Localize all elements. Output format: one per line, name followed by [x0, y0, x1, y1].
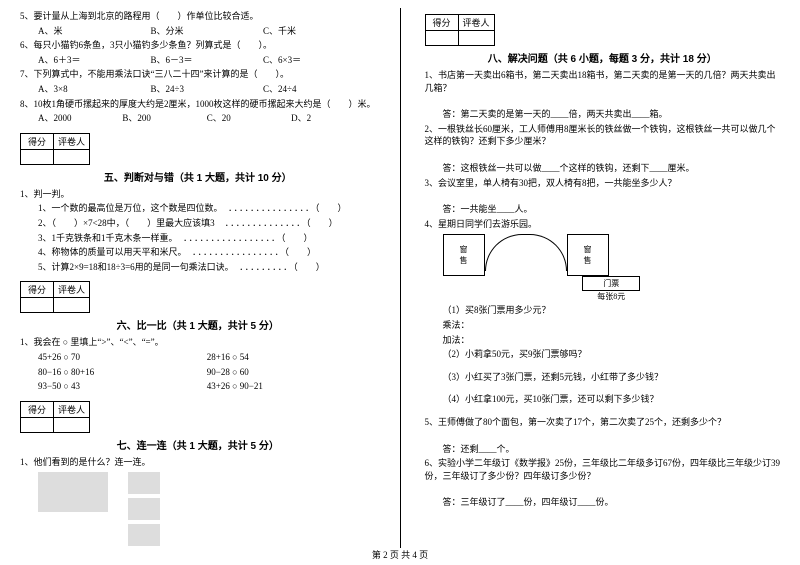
q5: 5、要计量从上海到北京的路程用（ ）作单位比较合适。 [20, 10, 376, 23]
q6c: C、6×3＝ [263, 54, 376, 67]
s5-3: 3、1千克铁条和1千克木条一样重。 ．．．．．．．．．．．．．．．．．（ ） [38, 232, 376, 245]
s6-2: 80−16 ○ 80+1690−28 ○ 60 [38, 366, 376, 379]
r-a3: 答：一共能坐____人。 [443, 203, 781, 216]
r-q4-1: （1）买8张门票用多少元？ [443, 304, 781, 317]
q5c: C、千米 [263, 25, 376, 38]
q8-opts: A、2000 B、200 C、20 D、2 [38, 112, 376, 125]
q5a: A、米 [38, 25, 151, 38]
q7a: A、3×8 [38, 83, 151, 96]
s5q1: 1、判一判。 [20, 188, 376, 201]
r-q4-1m: 乘法： [443, 319, 781, 332]
q5b: B、分米 [151, 25, 264, 38]
q6-opts: A、6＋3＝ B、6－3＝ C、6×3＝ [38, 54, 376, 67]
r-a1: 答：第二天卖的是第一天的____倍，两天共卖出____箱。 [443, 108, 781, 121]
q8a: A、2000 [38, 112, 122, 125]
match-images [38, 472, 376, 546]
r-q4-3: （3）小红买了3张门票，还剩5元钱，小红带了多少钱？ [443, 371, 781, 384]
q6a: A、6＋3＝ [38, 54, 151, 67]
view-image-1 [128, 472, 160, 494]
sec7-title: 七、连一连（共 1 大题，共计 5 分） [20, 437, 376, 452]
q7-opts: A、3×8 B、24÷3 C、24÷4 [38, 83, 376, 96]
q7c: C、24÷4 [263, 83, 376, 96]
column-divider [400, 8, 401, 548]
scorebox-6: 得分评卷人 [20, 281, 90, 313]
pillar-right: 窗 售 [567, 234, 609, 276]
r-q1: 1、书店第一天卖出6箱书，第二天卖出18箱书，第二天卖的是第一天的几倍？两天共卖… [425, 69, 781, 94]
q6: 6、每只小猫钓6条鱼，3只小猫钓多少条鱼？列算式是（ ）。 [20, 39, 376, 52]
scorebox-5: 得分评卷人 [20, 133, 90, 165]
q6b: B、6－3＝ [151, 54, 264, 67]
sec5-title: 五、判断对与错（共 1 大题，共计 10 分） [20, 169, 376, 184]
right-column: 得分评卷人 八、解决问题（共 6 小题，每题 3 分，共计 18 分） 1、书店… [425, 8, 781, 548]
gate-diagram: 窗 售 窗 售 门票 每张8元 [443, 234, 781, 302]
r-q2: 2、一根铁丝长60厘米，工人师傅用8厘米长的铁丝做一个铁钩，这根铁丝一共可以做几… [425, 123, 781, 148]
page-footer: 第 2 页 共 4 页 [0, 548, 800, 561]
sec6-title: 六、比一比（共 1 大题，共计 5 分） [20, 317, 376, 332]
scorebox-7: 得分评卷人 [20, 401, 90, 433]
s5-5: 5、计算2×9=18和18÷3=6用的是同一句乘法口诀。 ．．．．．．．．．（ … [38, 261, 376, 274]
view-image-3 [128, 524, 160, 546]
r-a5: 答：还剩____个。 [443, 443, 781, 456]
r-q4-2: （2）小莉拿50元，买9张门票够吗？ [443, 348, 781, 361]
r-q4-1p: 加法： [443, 334, 781, 347]
gate-price: 每张8元 [443, 291, 781, 302]
r-a2: 答：这根铁丝一共可以做____个这样的铁钩，还剩下____厘米。 [443, 162, 781, 175]
s6q1: 1、我会在 ○ 里填上“>”、“<”、“=”。 [20, 336, 376, 349]
arch-icon [485, 234, 567, 271]
r-q6: 6、实验小学二年级订《数学报》25份，三年级比二年级多订67份，四年级比三年级少… [425, 457, 781, 482]
s7q1: 1、他们看到的是什么？连一连。 [20, 456, 376, 469]
kids-image [38, 472, 108, 512]
left-column: 5、要计量从上海到北京的路程用（ ）作单位比较合适。 A、米 B、分米 C、千米… [20, 8, 376, 548]
q8b: B、200 [122, 112, 206, 125]
s6-1: 45+26 ○ 7028+16 ○ 54 [38, 351, 376, 364]
view-image-2 [128, 498, 160, 520]
r-q5: 5、王师傅做了80个面包，第一次卖了17个，第二次卖了25个，还剩多少个？ [425, 416, 781, 429]
r-a6: 答：三年级订了____份，四年级订____份。 [443, 496, 781, 509]
q8d: D、2 [291, 112, 375, 125]
q7b: B、24÷3 [151, 83, 264, 96]
q5-opts: A、米 B、分米 C、千米 [38, 25, 376, 38]
scorebox-8: 得分评卷人 [425, 14, 495, 46]
score-pj: 评卷人 [54, 133, 90, 149]
s5-1: 1、一个数的最高位是万位，这个数是四位数。 ．．．．．．．．．．．．．．．（ ） [38, 202, 376, 215]
s5-2: 2、（ ）×7<28中，（ ）里最大应该填3 ．．．．．．．．．．．．．．（ ） [38, 217, 376, 230]
r-q3: 3、会议室里，单人椅有30把，双人椅有8把，一共能坐多少人？ [425, 177, 781, 190]
q8c: C、20 [207, 112, 291, 125]
sec8-title: 八、解决问题（共 6 小题，每题 3 分，共计 18 分） [425, 50, 781, 65]
gate-label: 门票 [582, 276, 640, 291]
q8: 8、10枚1角硬币摞起来的厚度大约是2厘米，1000枚这样的硬币摞起来大约是（ … [20, 98, 376, 111]
r-q4-4: （4）小红拿100元，买10张门票，还可以剩下多少钱？ [443, 393, 781, 406]
score-df: 得分 [21, 133, 54, 149]
pillar-left: 窗 售 [443, 234, 485, 276]
q7: 7、下列算式中，不能用乘法口诀“三八二十四”来计算的是（ ）。 [20, 68, 376, 81]
s5-4: 4、称物体的质量可以用天平和米尺。 ．．．．．．．．．．．．．．．．（ ） [38, 246, 376, 259]
s6-3: 93−50 ○ 4343+26 ○ 90−21 [38, 380, 376, 393]
r-q4: 4、星期日同学们去游乐园。 [425, 218, 781, 231]
